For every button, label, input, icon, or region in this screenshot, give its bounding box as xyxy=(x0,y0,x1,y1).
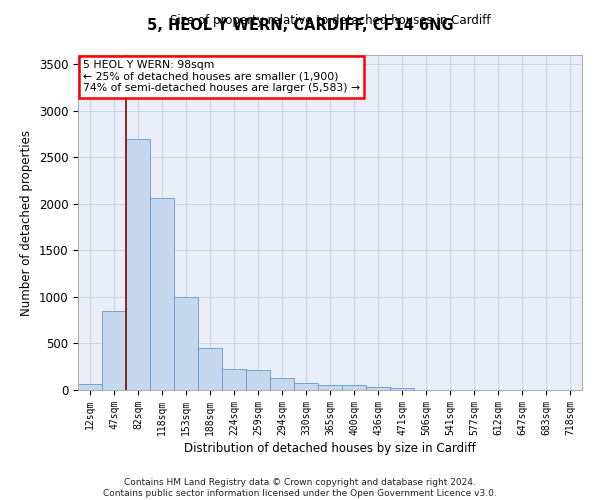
Bar xyxy=(222,368,246,390)
Bar xyxy=(318,385,342,390)
Y-axis label: Number of detached properties: Number of detached properties xyxy=(20,130,33,316)
Bar xyxy=(342,385,366,390)
Bar xyxy=(390,388,414,390)
Bar xyxy=(102,311,126,390)
Bar xyxy=(270,378,294,390)
Bar xyxy=(366,386,390,390)
Text: 5, HEOL Y WERN, CARDIFF, CF14 6NG: 5, HEOL Y WERN, CARDIFF, CF14 6NG xyxy=(146,18,454,32)
Bar xyxy=(78,384,102,390)
Bar xyxy=(174,297,198,390)
Bar xyxy=(126,138,150,390)
Text: 5 HEOL Y WERN: 98sqm
← 25% of detached houses are smaller (1,900)
74% of semi-de: 5 HEOL Y WERN: 98sqm ← 25% of detached h… xyxy=(83,60,360,93)
Text: Contains HM Land Registry data © Crown copyright and database right 2024.
Contai: Contains HM Land Registry data © Crown c… xyxy=(103,478,497,498)
Bar xyxy=(294,384,318,390)
Bar xyxy=(150,198,174,390)
X-axis label: Distribution of detached houses by size in Cardiff: Distribution of detached houses by size … xyxy=(184,442,476,455)
Bar xyxy=(246,370,270,390)
Bar xyxy=(198,348,222,390)
Title: Size of property relative to detached houses in Cardiff: Size of property relative to detached ho… xyxy=(170,14,490,28)
